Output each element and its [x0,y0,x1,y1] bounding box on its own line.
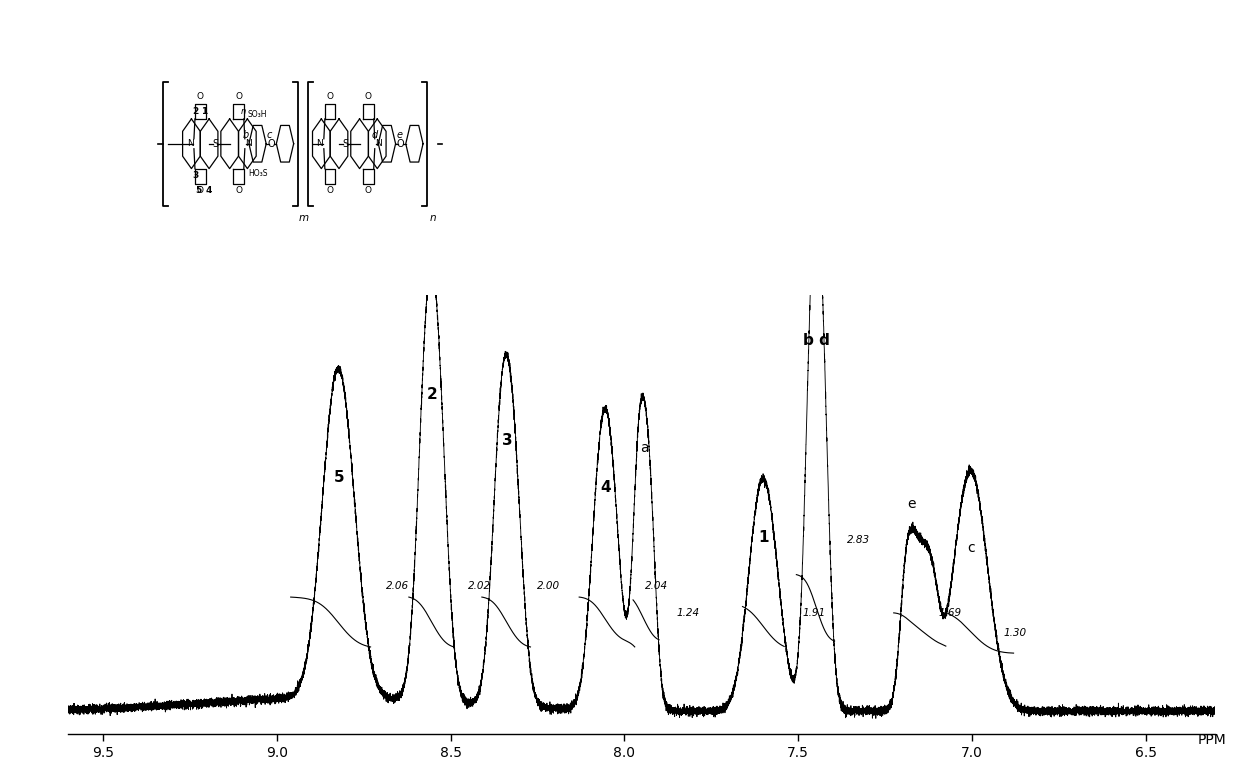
Text: N: N [246,139,252,148]
Text: O: O [197,186,203,195]
Text: 2.02: 2.02 [467,581,491,591]
Text: b: b [242,130,248,140]
Text: O: O [197,92,203,102]
Text: O: O [397,139,404,148]
Text: 2.83: 2.83 [847,535,870,545]
Text: 2.06: 2.06 [386,581,409,591]
Text: S: S [342,139,348,148]
Text: n: n [430,214,436,223]
Text: N: N [376,139,382,148]
Text: c: c [267,130,272,140]
Text: O: O [236,186,242,195]
Text: O: O [326,92,334,102]
Text: O: O [268,139,275,148]
Text: S: S [212,139,218,148]
Text: 4: 4 [600,480,611,495]
Text: 1: 1 [201,107,207,117]
Text: 2.00: 2.00 [537,581,560,591]
Text: e: e [906,497,915,511]
Text: O: O [326,186,334,195]
Text: a: a [640,441,649,455]
Text: 4: 4 [206,186,212,195]
Text: 1.30: 1.30 [1003,628,1027,638]
Text: b d: b d [804,333,831,348]
Text: c: c [967,541,975,555]
Text: O: O [365,92,372,102]
Text: 3: 3 [502,434,512,448]
Text: 3: 3 [192,171,198,180]
Text: 5: 5 [334,470,345,485]
Text: 2: 2 [427,387,438,402]
Text: 1: 1 [759,530,769,545]
Text: m: m [299,214,309,223]
Text: n: n [241,107,247,117]
Text: d: d [372,130,378,140]
Text: 2: 2 [192,107,198,117]
Text: O: O [365,186,372,195]
Text: 1.91: 1.91 [802,608,826,618]
Text: 2.04: 2.04 [645,581,668,591]
Text: 1.24: 1.24 [677,608,699,618]
Text: PPM: PPM [1198,733,1226,747]
Text: SO₃H: SO₃H [248,110,268,119]
Text: N: N [187,139,193,148]
Text: e: e [396,130,402,140]
Text: N: N [316,139,324,148]
Text: 1.69: 1.69 [939,608,962,618]
Text: HO₃S: HO₃S [248,169,268,178]
Text: 5: 5 [195,186,201,195]
Text: O: O [236,92,242,102]
